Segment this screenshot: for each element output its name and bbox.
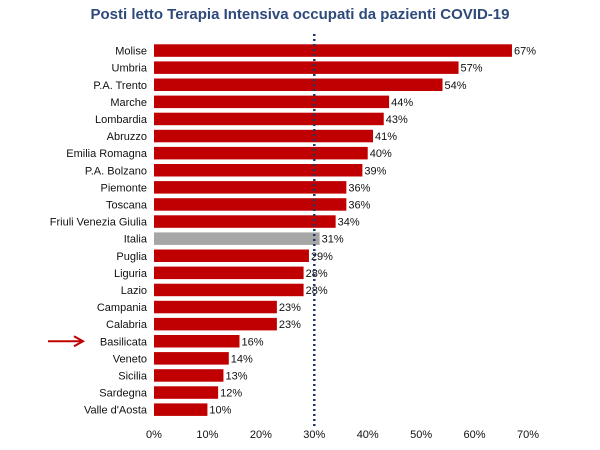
category-label: Valle d'Aosta [84,405,148,417]
data-label: 13% [225,370,247,382]
data-label: 44% [391,97,413,109]
category-label: Veneto [113,353,147,365]
category-label: P.A. Bolzano [85,165,147,177]
data-label: 57% [461,63,483,75]
data-label: 10% [209,405,231,417]
bar [154,181,347,194]
category-label: Liguria [114,268,148,280]
x-tick-label: 0% [146,429,162,441]
category-label: Basilicata [100,336,148,348]
data-label: 28% [306,285,328,297]
bar [154,300,277,314]
bar [154,164,363,177]
data-label: 40% [370,148,392,160]
bar [154,317,277,331]
category-label: Lombardia [95,114,148,126]
x-tick-label: 20% [250,429,272,441]
bar [154,129,374,143]
category-label: Sicilia [118,370,148,382]
arrow-head-icon [73,335,86,348]
category-label: Lazio [121,285,147,297]
data-label: 28% [306,268,328,280]
data-label: 43% [386,114,408,126]
bar [154,369,224,382]
data-label: 36% [348,199,370,211]
data-label: 41% [375,131,397,143]
category-label: Campania [97,302,148,314]
bar [154,335,240,348]
category-label: P.A. Trento [93,80,147,92]
bar [154,95,390,109]
data-label: 67% [514,46,536,58]
bar [154,266,304,280]
bar [154,232,320,245]
category-label: Puglia [116,251,147,263]
category-label: Marche [110,97,147,109]
x-tick-label: 30% [303,429,325,441]
category-label: Friuli Venezia Giulia [50,217,148,229]
bar [154,146,368,160]
bar [154,44,512,57]
x-tick-label: 50% [410,429,432,441]
x-tick-label: 40% [357,429,379,441]
category-label: Molise [115,46,147,58]
bar [154,386,219,399]
data-label: 14% [231,353,253,365]
data-label: 34% [338,217,360,229]
x-tick-label: 10% [196,429,218,441]
category-label: Umbria [112,63,148,75]
category-label: Sardegna [99,388,148,400]
bar [154,198,347,211]
bar [154,215,336,228]
x-axis: 0% 10% 20% 30% 40% 50% 60% 70% [146,34,539,441]
data-label: 16% [241,336,263,348]
bar [154,78,443,91]
bar [154,61,459,74]
bar [154,249,309,262]
data-label: 54% [445,80,467,92]
category-label: Calabria [106,319,148,331]
x-tick-label: 70% [517,429,539,441]
data-label: 36% [348,182,370,194]
chart-title: Posti letto Terapia Intensiva occupati d… [90,6,510,23]
category-label: Abruzzo [107,131,147,143]
data-label: 39% [364,165,386,177]
category-label: Toscana [106,199,148,211]
data-label: 31% [322,234,344,246]
bar [154,352,229,365]
data-label: 12% [220,388,242,400]
bar [154,283,304,297]
data-label: 29% [311,251,333,263]
category-label: Emilia Romagna [66,148,148,160]
data-label: 23% [279,302,301,314]
labels-layer: Molise 67% Umbria 57% P.A. Trento 54% Marche 44… [48,46,536,417]
x-tick-label: 60% [464,429,486,441]
bars-layer [154,44,512,416]
bar [154,403,208,416]
category-label: Italia [124,234,148,246]
data-label: 23% [279,319,301,331]
bar [154,112,384,126]
category-label: Piemonte [101,182,147,194]
